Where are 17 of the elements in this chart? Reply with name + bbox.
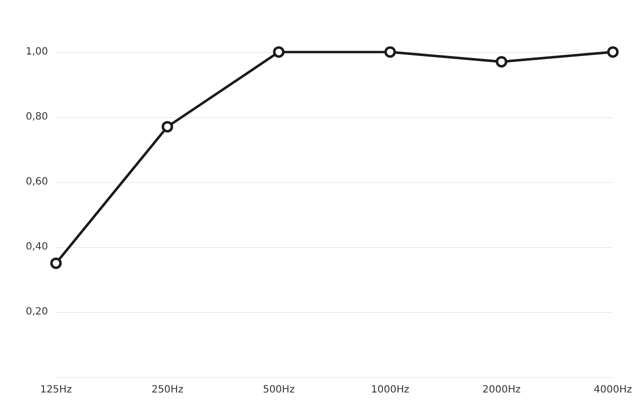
x-tick-label: 125Hz	[40, 384, 72, 396]
x-tick-label: 1000Hz	[371, 384, 410, 396]
x-tick-label: 250Hz	[151, 384, 184, 396]
x-tick-label: 4000Hz	[594, 384, 632, 396]
y-tick-label: 1,00	[26, 46, 48, 58]
point	[384, 46, 396, 58]
x-tick-label: 2000Hz	[482, 384, 521, 396]
y-tick-label: 0,80	[26, 112, 48, 122]
point	[607, 46, 619, 58]
x-tick-label: 500Hz	[262, 384, 295, 396]
point	[162, 121, 174, 132]
y-tick-label: 0,20	[26, 306, 48, 318]
y-tick-label: 0,60	[26, 176, 48, 188]
point	[50, 258, 62, 269]
point	[273, 46, 285, 58]
point	[496, 56, 508, 68]
y-tick-label: 0,40	[26, 242, 48, 252]
